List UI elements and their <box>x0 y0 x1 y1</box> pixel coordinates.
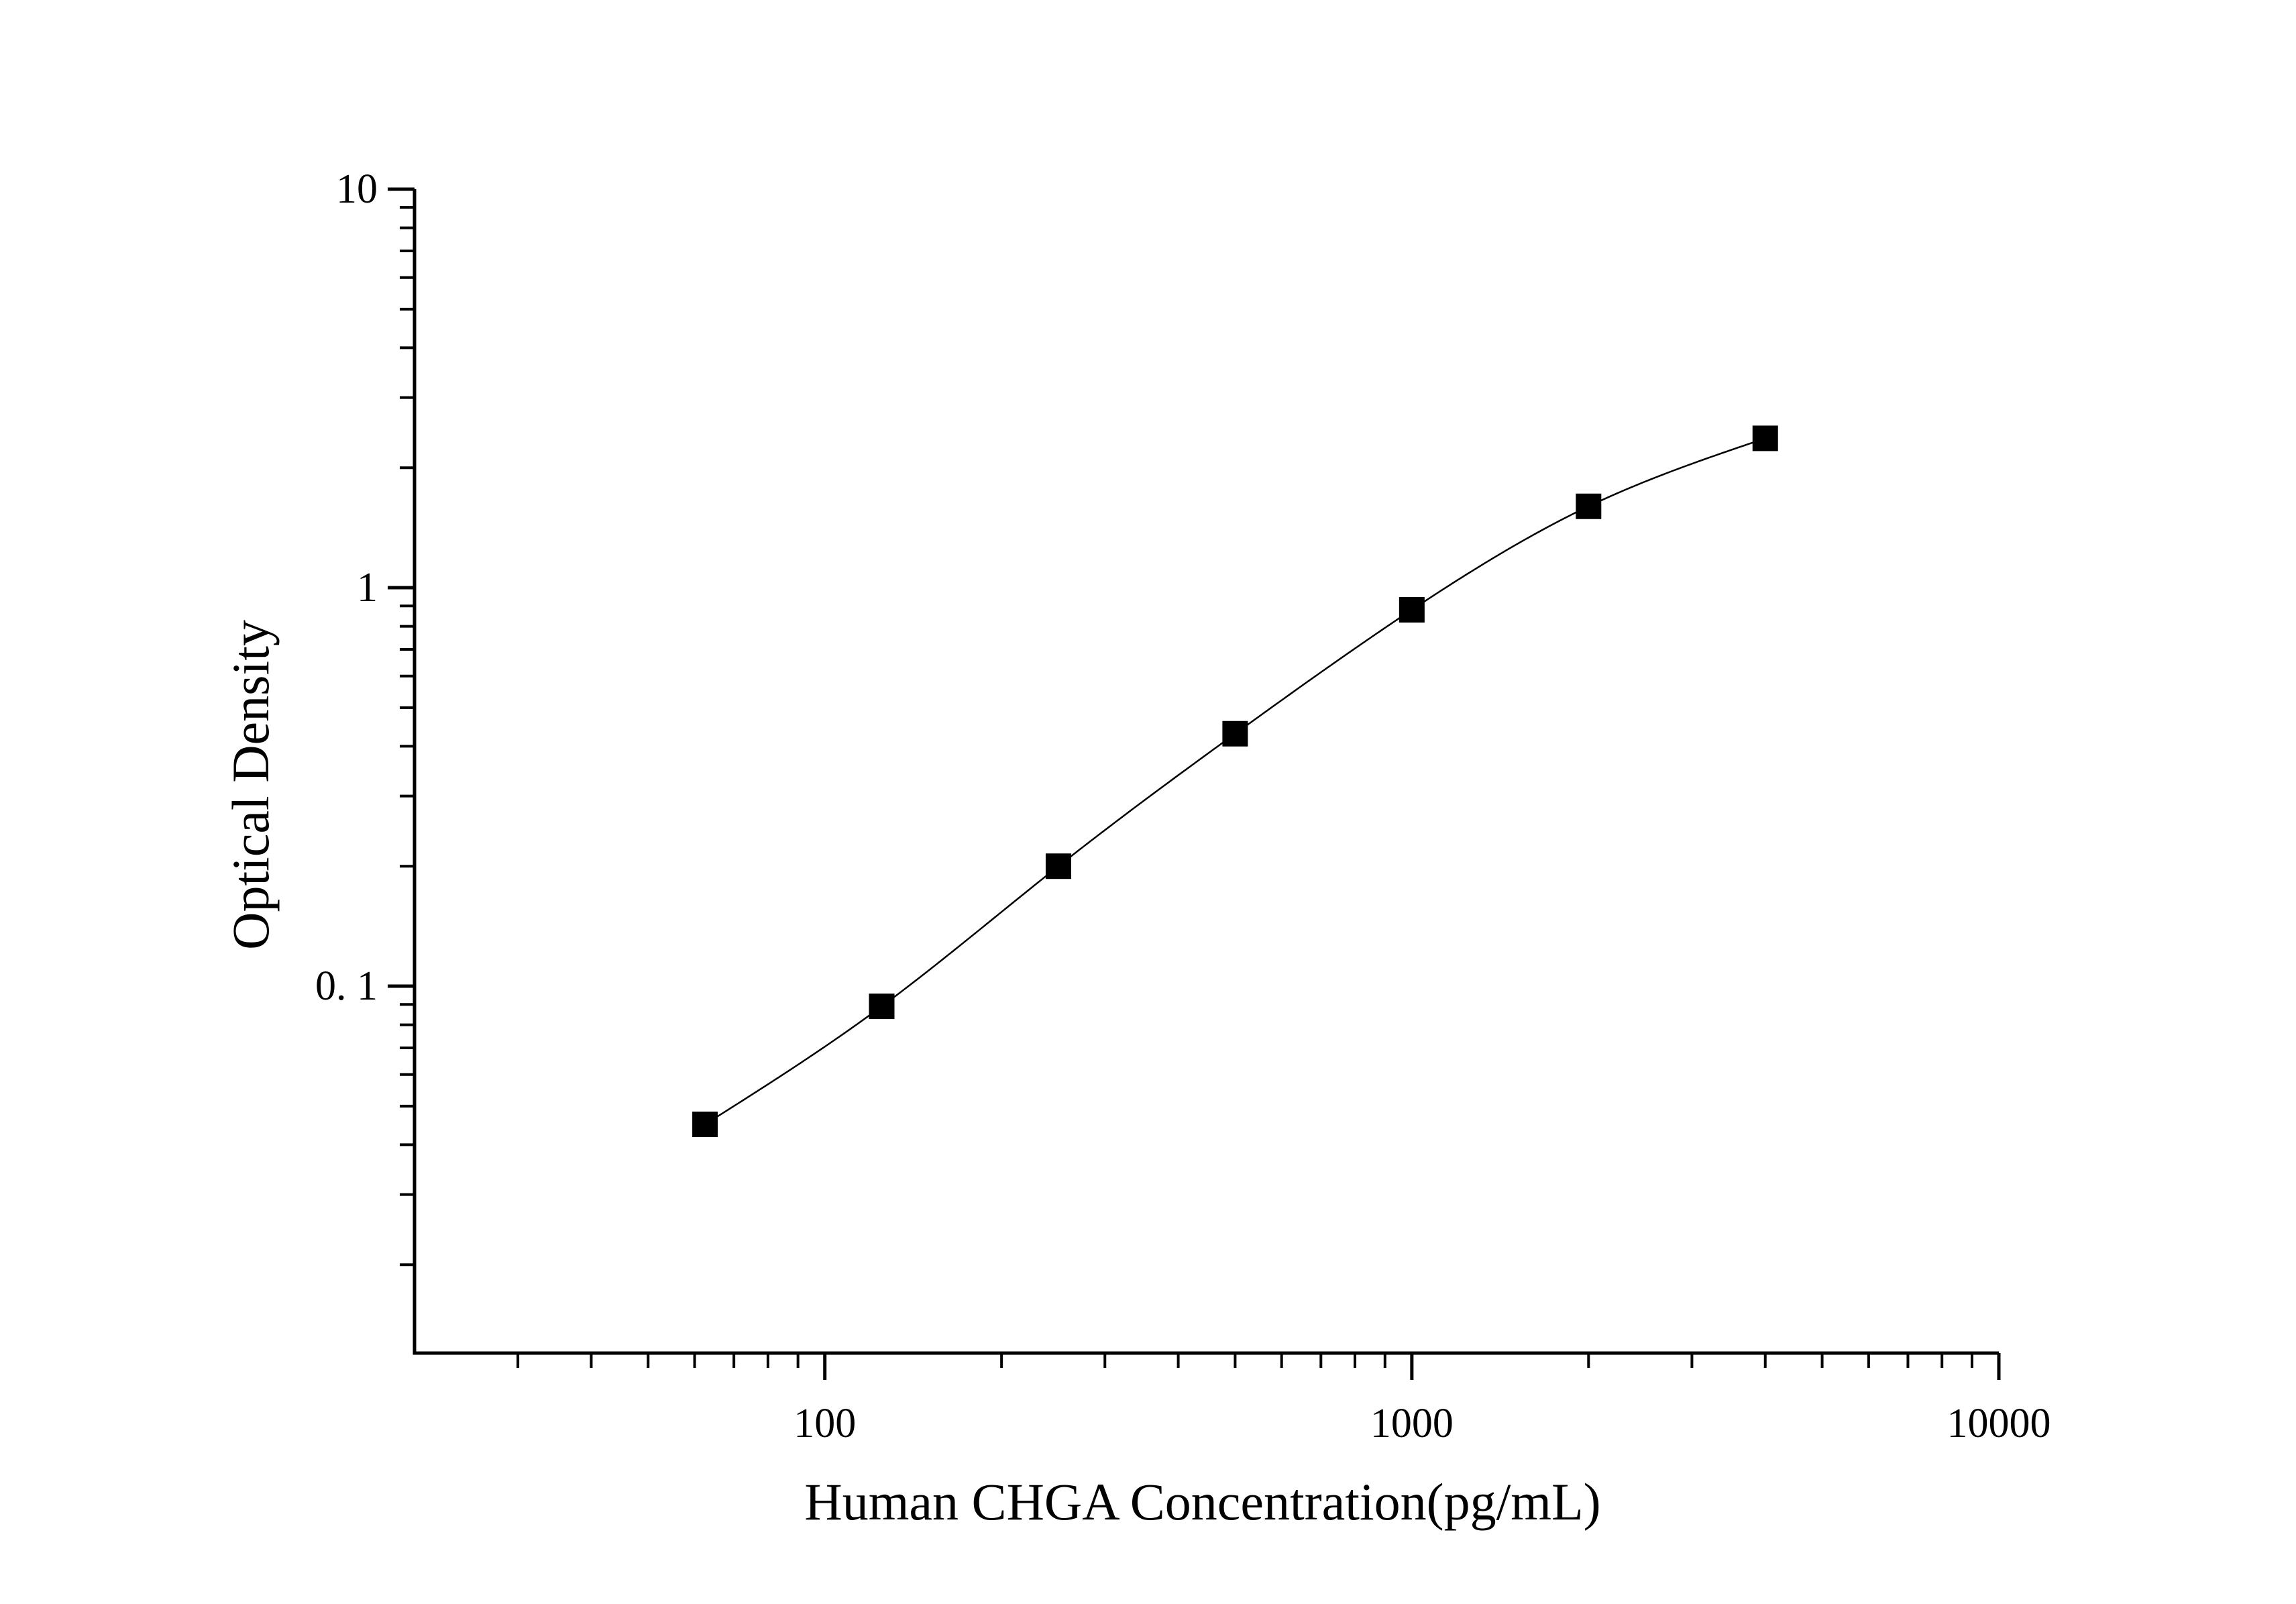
data-points <box>692 425 1778 1138</box>
x-tick-label: 10000 <box>1947 1401 2051 1446</box>
fit-curve <box>704 437 1766 1126</box>
data-point <box>1399 596 1425 623</box>
y-axis-title: Optical Density <box>221 620 280 950</box>
y-tick-label: 10 <box>336 166 378 212</box>
data-point <box>692 1112 718 1138</box>
x-axis-title: Human CHGA Concentration(pg/mL) <box>804 1473 1600 1531</box>
data-point <box>1752 425 1778 451</box>
data-point <box>1045 853 1071 879</box>
data-point <box>1222 720 1248 747</box>
x-tick-label: 1000 <box>1370 1401 1454 1446</box>
y-tick-label: 1 <box>357 565 378 610</box>
y-tick-label: 0. 1 <box>315 963 378 1009</box>
major-ticks <box>388 187 2001 1380</box>
data-point <box>1576 493 1602 519</box>
minor-ticks <box>400 206 1973 1368</box>
y-tick-labels: 0. 1 1 10 <box>315 166 378 1009</box>
data-point <box>869 994 895 1020</box>
x-tick-labels: 100 1000 10000 <box>794 1401 2051 1446</box>
x-tick-label: 100 <box>794 1401 856 1446</box>
